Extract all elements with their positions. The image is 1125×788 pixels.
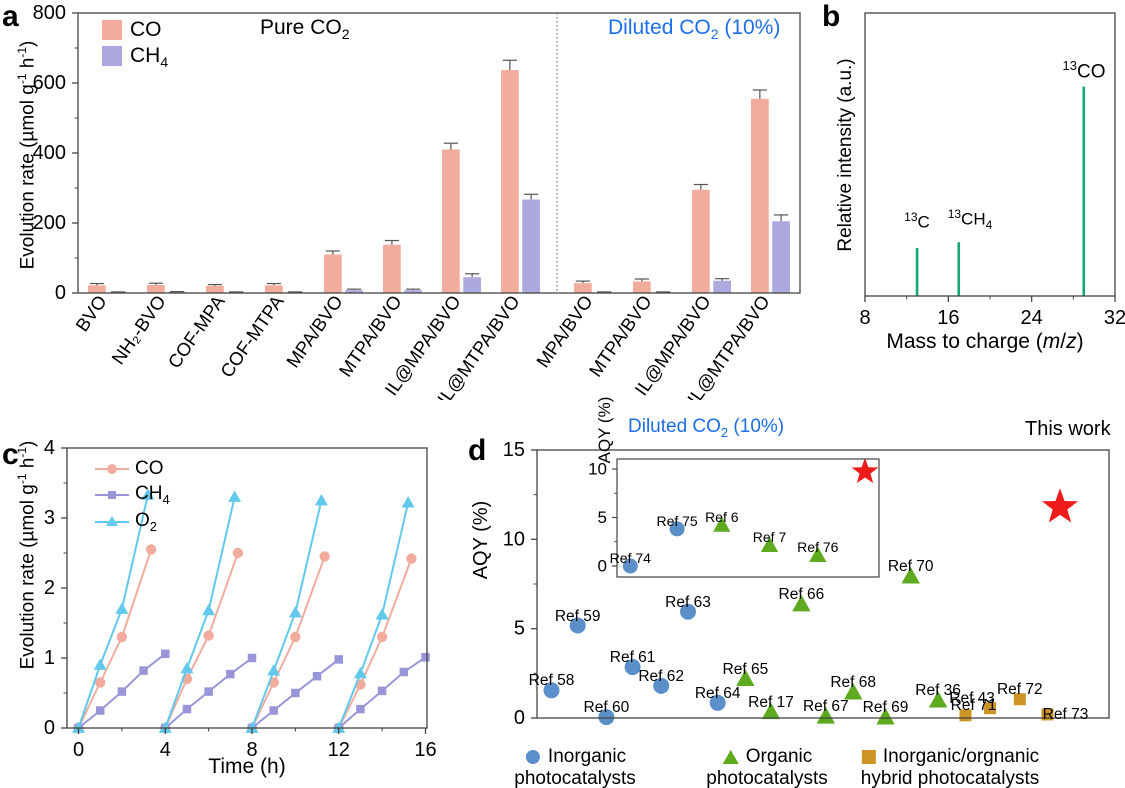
svg-text:MPA/BVO: MPA/BVO (532, 291, 597, 371)
svg-text:4: 4 (44, 437, 55, 459)
svg-text:2: 2 (44, 577, 55, 599)
svg-text:1: 1 (44, 647, 55, 669)
svg-text:MPA/BVO: MPA/BVO (282, 291, 347, 371)
svg-text:COF-MPA: COF-MPA (163, 291, 229, 372)
svg-text:0: 0 (598, 557, 607, 576)
svg-text:8: 8 (859, 307, 870, 329)
svg-text:3: 3 (44, 507, 55, 529)
svg-text:5: 5 (598, 508, 607, 527)
svg-text:32: 32 (1104, 307, 1125, 329)
svg-text:0: 0 (55, 282, 66, 304)
svg-text:0: 0 (44, 717, 55, 739)
svg-text:NH₂-BVO: NH₂-BVO (107, 291, 170, 368)
svg-text:BVO: BVO (71, 291, 111, 335)
svg-text:24: 24 (1021, 307, 1043, 329)
svg-text:16: 16 (937, 307, 959, 329)
